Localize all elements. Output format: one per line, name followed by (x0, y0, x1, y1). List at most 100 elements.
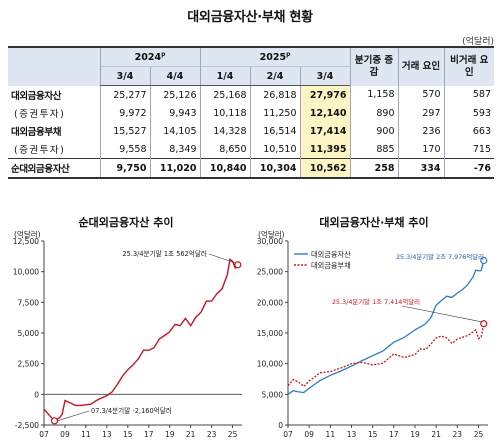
value-cell: 9,943 (149, 104, 200, 122)
value-cell: 17,414 (299, 122, 351, 140)
y-tick-label: 0 (34, 390, 39, 399)
trade-header: 거래 요인 (397, 46, 445, 86)
change-cell: 1,158 (349, 85, 399, 104)
unit-label: (억달러) (462, 37, 494, 47)
year-2025-header: 2025p (199, 46, 351, 67)
table-row: (증권투자) 9,972 9,943 10,118 11,250 12,140 890 297… (8, 104, 495, 122)
x-tick-label: 25 (474, 430, 484, 439)
x-tick-label: 13 (102, 430, 112, 439)
value-cell: 10,510 (249, 140, 300, 159)
value-cell: 26,818 (249, 85, 300, 104)
change-cell: 890 (349, 104, 399, 122)
trade-cell: 170 (397, 140, 445, 159)
x-tick-label: 23 (207, 430, 217, 439)
value-cell: 11,020 (149, 158, 200, 179)
annotation-label: 25.3/4분기말 1조 7,414억달러 (332, 297, 420, 306)
y-tick-label: 20,000 (257, 298, 283, 307)
change-cell: 885 (349, 140, 399, 159)
change-cell: 258 (349, 158, 399, 179)
nontrade-cell: 593 (443, 104, 495, 122)
y-tick-label: 10,000 (257, 360, 283, 369)
row-label: (증권투자) (14, 145, 66, 156)
value-cell: 9,558 (99, 140, 150, 159)
value-cell: 9,972 (99, 104, 150, 122)
nontrade-cell: -76 (443, 158, 495, 179)
row-label: 순대외금융자산 (8, 158, 100, 179)
y-tick-label: 15,000 (257, 329, 283, 338)
quarter-header: 3/4 (299, 66, 351, 86)
value-cell: 11,250 (249, 104, 300, 122)
x-tick-label: 07 (39, 430, 49, 439)
y-tick-label: 5,000 (262, 390, 284, 399)
y-tick-label: 5,000 (18, 329, 40, 338)
x-tick-label: 09 (304, 430, 314, 439)
value-cell: 25,126 (149, 85, 200, 104)
x-tick-label: 11 (326, 430, 336, 439)
trade-cell: 297 (397, 104, 445, 122)
value-cell: 8,650 (199, 140, 250, 159)
series-line (43, 257, 239, 422)
change-header: 분기중 증감 (349, 46, 399, 86)
annotation-leader (57, 410, 90, 422)
x-tick-label: 25 (228, 430, 238, 439)
quarter-header: 3/4 (99, 66, 150, 86)
summary-table: 2024p 2025p 분기중 증감 거래 요인 비거래 요인 3/4 4/4 … (8, 46, 495, 179)
x-tick-label: 13 (347, 430, 357, 439)
year-2024-header: 2024p (99, 46, 200, 67)
asset-liability-chart-svg: 30,000 25,000 20,000 15,000 10,000 5,000 007 09… (257, 230, 488, 439)
trade-cell: 334 (397, 158, 445, 179)
legend-label: 대외금융부채 (311, 261, 351, 270)
table-row: 대외금융부채 15,527 14,105 14,328 16,514 17,414 900 2… (8, 122, 495, 140)
x-tick-label: 21 (186, 430, 196, 439)
y-tick-label: 30,000 (257, 237, 283, 246)
value-cell: 10,304 (249, 158, 300, 179)
value-cell: 14,105 (149, 122, 200, 140)
y-tick-label: -2,500 (15, 421, 39, 430)
row-label: 대외금융부채 (11, 127, 62, 138)
x-tick-label: 17 (144, 430, 154, 439)
quarter-header: 4/4 (149, 66, 200, 86)
change-cell: 900 (349, 122, 399, 140)
nontrade-cell: 715 (443, 140, 495, 159)
x-tick-label: 19 (410, 430, 420, 439)
nontrade-header: 비거래 요인 (443, 46, 495, 86)
value-cell: 16,514 (249, 122, 300, 140)
page-title: 대외금융자산·부채 현황 (187, 10, 313, 25)
net-asset-chart: 순대외금융자산 추이 12,500 10,000 7,500 5,000 2,500 0 -… (4, 214, 248, 443)
y-tick-label: 10,000 (13, 268, 39, 277)
row-label: 대외금융자산 (11, 90, 62, 102)
value-cell: 27,976 (299, 85, 351, 104)
series-line (287, 323, 485, 388)
annotation-label: 25.3/4분기말 2조 7,976억달러 (396, 252, 484, 261)
asset-liability-chart: 대외금융자산·부채 추이 30,000 25,000 20,000 15,000 10,… (252, 214, 496, 443)
x-tick-label: 21 (431, 430, 441, 439)
row-label: (증권투자) (14, 109, 66, 120)
quarter-header: 1/4 (199, 66, 250, 86)
legend-label: 대외금융자산 (311, 250, 351, 259)
end-marker (480, 256, 488, 265)
annotation-label: 25.3/4분기말 1조 562억달러 (122, 249, 207, 258)
table-row: 순대외금융자산 9,750 11,020 10,840 10,304 10,562 258 3… (8, 158, 495, 179)
annotation-label: 07.3/4분기말 -2,160억달러 (91, 406, 172, 415)
value-cell: 10,118 (199, 104, 250, 122)
chart-title: 대외금융자산·부채 추이 (319, 216, 429, 229)
y-axis-label: (억달러) (258, 230, 285, 239)
value-cell: 10,562 (299, 158, 351, 179)
annotation-leader (401, 305, 481, 323)
y-tick-label: 0 (278, 421, 283, 430)
y-axis-label: (억달러) (14, 230, 41, 239)
value-cell: 8,349 (149, 140, 200, 159)
annotation-leader (208, 253, 235, 264)
value-cell: 12,140 (299, 104, 351, 122)
x-tick-label: 17 (389, 430, 399, 439)
nontrade-cell: 663 (443, 122, 495, 140)
value-cell: 14,328 (199, 122, 250, 140)
value-cell: 9,750 (99, 158, 150, 179)
chart-title: 순대외금융자산 추이 (78, 216, 174, 229)
x-tick-label: 15 (123, 430, 133, 439)
y-tick-label: 25,000 (257, 268, 283, 277)
nontrade-cell: 587 (443, 85, 495, 104)
x-tick-label: 11 (81, 430, 91, 439)
y-tick-label: 2,500 (18, 360, 40, 369)
